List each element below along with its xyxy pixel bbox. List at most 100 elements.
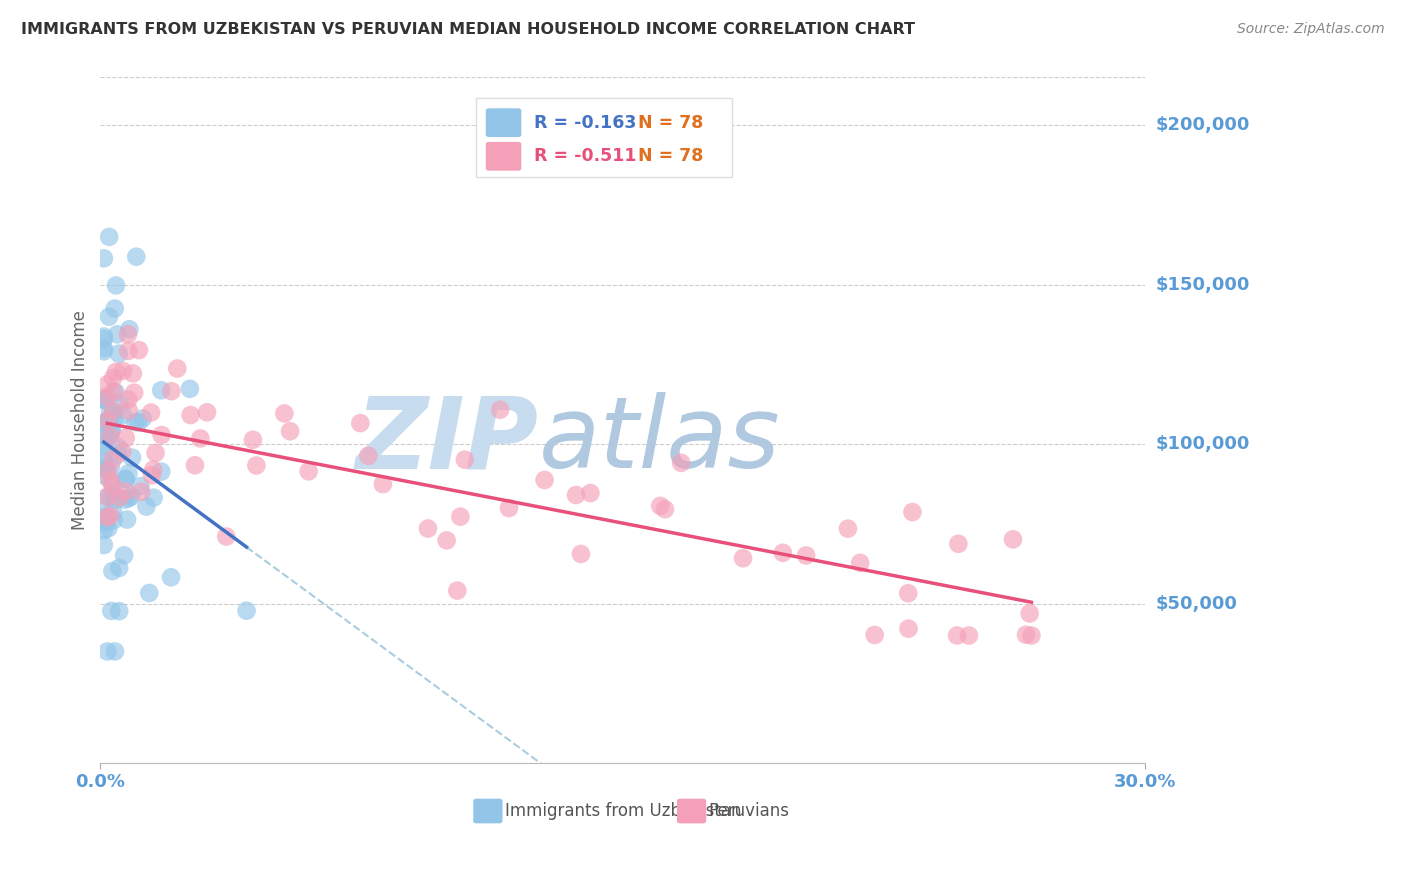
Point [114, 472, 136, 486]
Point [357, 449, 380, 463]
Point [114, 484, 136, 499]
Point [93, 509, 115, 524]
Point [93, 449, 115, 463]
Point [654, 502, 676, 516]
Point [273, 407, 295, 421]
Point [125, 250, 148, 264]
Point [97, 464, 120, 478]
Point [107, 346, 129, 360]
Point [100, 460, 122, 475]
Point [105, 327, 128, 342]
Point [139, 406, 162, 420]
Point [849, 556, 872, 570]
Point [100, 604, 122, 618]
Point [93, 252, 115, 266]
Point [1018, 607, 1040, 621]
Point [103, 384, 125, 399]
Point [101, 485, 124, 500]
Text: R = -0.511: R = -0.511 [534, 147, 637, 165]
Text: R = -0.163: R = -0.163 [534, 113, 637, 132]
Point [278, 424, 301, 438]
Point [863, 628, 886, 642]
Point [103, 513, 125, 527]
Point [128, 415, 150, 429]
Text: $100,000: $100,000 [1156, 435, 1250, 453]
Point [579, 486, 602, 500]
Point [118, 403, 141, 417]
Point [166, 361, 188, 376]
Point [215, 529, 238, 543]
Point [107, 448, 129, 462]
Point [114, 472, 136, 486]
Point [93, 416, 115, 430]
Point [93, 393, 115, 408]
Point [111, 364, 134, 378]
Point [120, 490, 142, 504]
Point [135, 500, 157, 514]
Point [101, 371, 124, 385]
Point [98, 473, 121, 487]
Point [98, 310, 121, 324]
Point [97, 521, 120, 535]
Point [114, 431, 136, 445]
Point [948, 537, 970, 551]
Point [96, 462, 118, 476]
Point [150, 384, 173, 398]
Point [533, 473, 555, 487]
Point [96, 510, 118, 524]
Point [108, 491, 131, 505]
Point [93, 523, 115, 537]
Point [114, 492, 136, 507]
Point [108, 604, 131, 618]
Point [96, 377, 118, 392]
Text: N = 78: N = 78 [638, 147, 703, 165]
Point [93, 332, 115, 346]
Point [128, 343, 150, 357]
Point [104, 301, 127, 316]
Point [138, 586, 160, 600]
Point [1021, 628, 1043, 642]
Point [118, 322, 141, 336]
Point [93, 342, 115, 356]
Point [837, 522, 859, 536]
Point [117, 467, 139, 481]
Point [100, 424, 122, 438]
Point [160, 570, 183, 584]
Point [96, 490, 118, 504]
Point [569, 547, 592, 561]
Point [150, 465, 173, 479]
Point [117, 491, 139, 506]
Point [112, 549, 135, 563]
Point [104, 411, 127, 425]
Text: Immigrants from Uzbekistan: Immigrants from Uzbekistan [505, 802, 741, 820]
FancyBboxPatch shape [474, 798, 502, 823]
Point [150, 428, 173, 442]
Point [122, 385, 145, 400]
Point [446, 583, 468, 598]
FancyBboxPatch shape [676, 798, 706, 823]
Point [101, 452, 124, 467]
Point [129, 479, 152, 493]
Point [108, 561, 131, 575]
Point [103, 406, 125, 420]
Text: ZIP: ZIP [356, 392, 538, 490]
Point [195, 405, 218, 419]
Point [100, 424, 122, 438]
Point [93, 344, 115, 359]
FancyBboxPatch shape [477, 98, 733, 177]
Point [93, 468, 115, 483]
Point [416, 522, 439, 536]
Point [97, 390, 120, 404]
Point [142, 463, 165, 477]
Point [107, 441, 129, 455]
Point [142, 491, 165, 505]
Point [108, 396, 131, 410]
Text: $50,000: $50,000 [1156, 595, 1237, 613]
Point [98, 417, 121, 431]
Point [371, 477, 394, 491]
FancyBboxPatch shape [486, 142, 522, 170]
Point [772, 546, 794, 560]
Point [565, 488, 588, 502]
Point [454, 452, 477, 467]
Point [121, 450, 143, 465]
